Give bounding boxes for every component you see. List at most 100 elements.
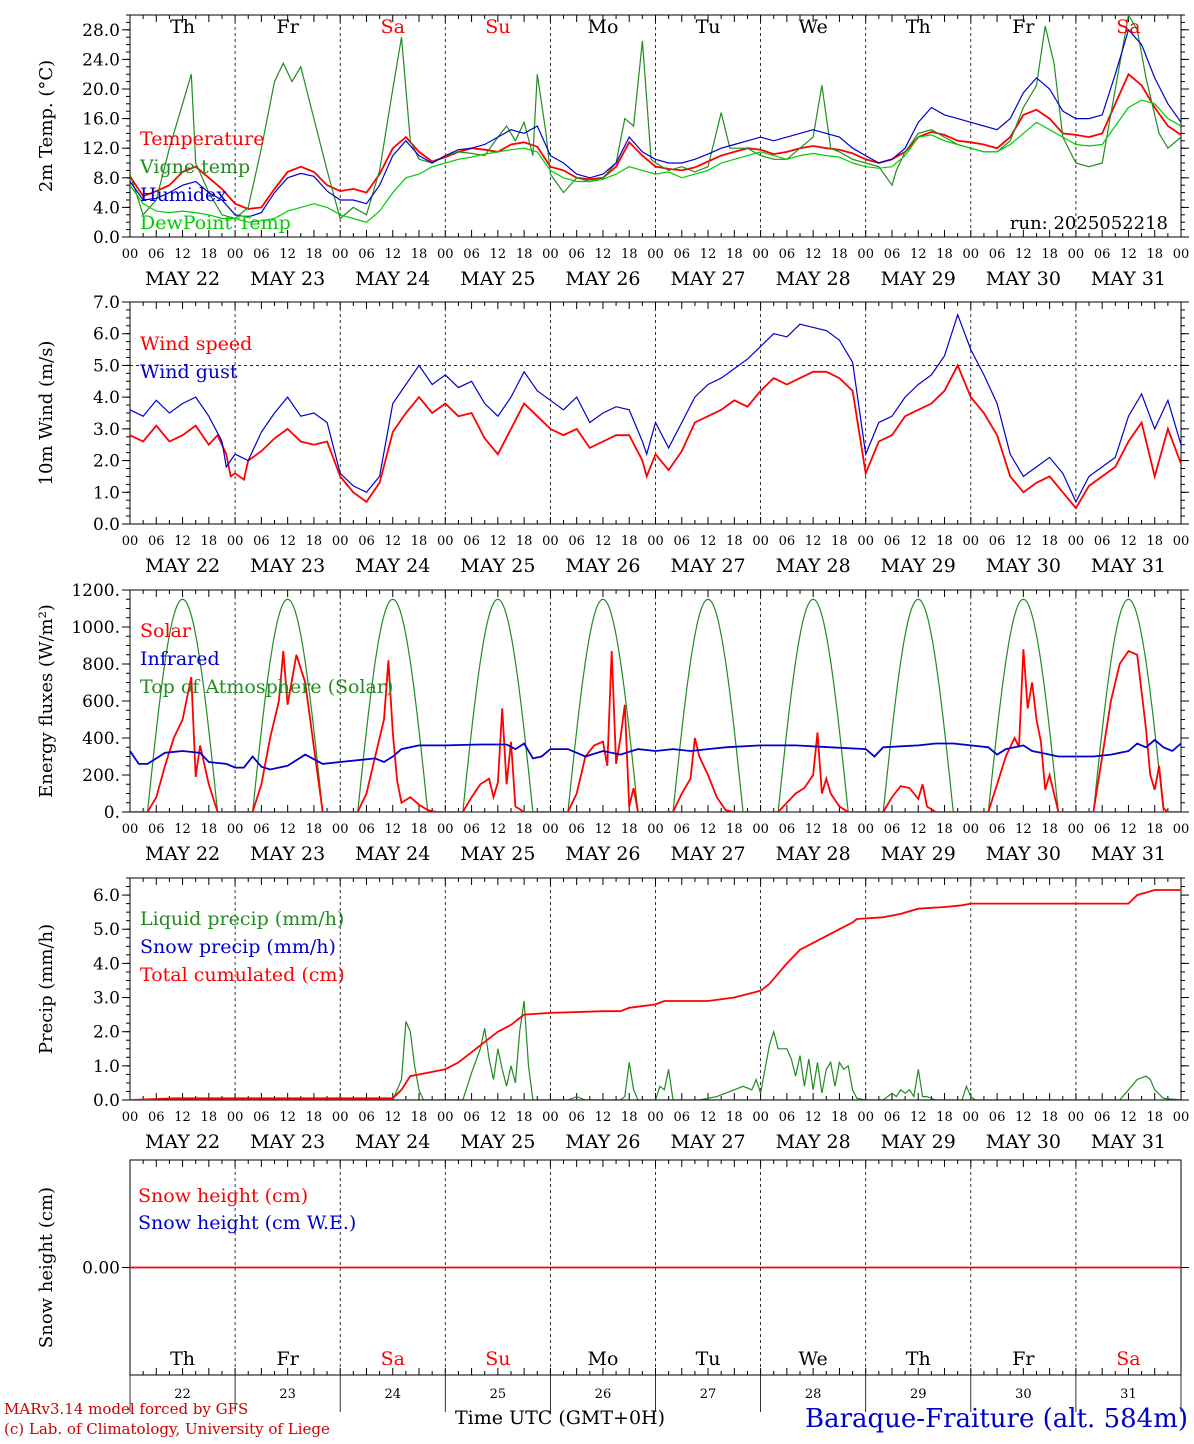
day-number-label: 27 (700, 1387, 717, 1402)
panel-1-date-label: MAY 22 (145, 268, 220, 290)
panel-2-date-label: MAY 22 (145, 555, 220, 577)
panel-4-hour-label: 12 (700, 1110, 717, 1125)
panel-4-hour-label: 06 (674, 1110, 691, 1125)
panel-2-hour-label: 00 (437, 534, 454, 549)
panel-1-hour-label: 18 (726, 247, 743, 262)
panel-3-hour-label: 12 (490, 822, 507, 837)
panel-3-hour-label: 18 (516, 822, 533, 837)
panel-4-date-label: MAY 27 (670, 1131, 745, 1153)
panel-4-ytick-label: 2.0 (93, 1023, 120, 1043)
panel-2-hour-label: 00 (647, 534, 664, 549)
panel-1-hour-label: 00 (542, 247, 559, 262)
panel-1-date-label: MAY 26 (565, 268, 640, 290)
weekday-label: Sa (381, 16, 405, 38)
panel-2-date-label: MAY 23 (250, 555, 325, 577)
panel-4-ytick-label: 4.0 (93, 954, 120, 974)
panel-4-date-label: MAY 30 (986, 1131, 1061, 1153)
weekday-label: Fr (277, 16, 300, 38)
panel-3-hour-label: 00 (122, 822, 139, 837)
weekday-label-bottom: Th (170, 1348, 195, 1370)
weekday-label: Fr (1012, 16, 1035, 38)
panel-4-hour-label: 00 (227, 1110, 244, 1125)
panel-2-date-label: MAY 25 (460, 555, 535, 577)
panel-4-ytick-label: 5.0 (93, 920, 120, 940)
panel-4-hour-label: 12 (595, 1110, 612, 1125)
panel-3-ytick-label: 1000. (71, 618, 120, 638)
panel-3-hour-label: 18 (411, 822, 428, 837)
panel-3-hour-label: 12 (279, 822, 296, 837)
panel-5-legend-entry: Snow height (cm) (138, 1185, 308, 1207)
weekday-label: Tu (696, 16, 721, 38)
panel-4-hour-label: 18 (306, 1110, 323, 1125)
panel-4-date-label: MAY 22 (145, 1131, 220, 1153)
panel-4-date-label: MAY 31 (1091, 1131, 1166, 1153)
panel-1-hour-label: 06 (1094, 247, 1111, 262)
panel-4-hour-label: 00 (542, 1110, 559, 1125)
panel-2-date-label: MAY 27 (670, 555, 745, 577)
panel-3-hour-label: 00 (1068, 822, 1085, 837)
panel-4-hour-label: 12 (1015, 1110, 1032, 1125)
panel-1-hour-label: 00 (332, 247, 349, 262)
panel-2-legend-entry: Wind speed (140, 333, 252, 355)
panel-3-ylabel: Energy fluxes (W/m²) (36, 604, 57, 798)
panel-4-hour-label: 18 (516, 1110, 533, 1125)
panel-1-ylabel: 2m Temp. (°C) (36, 60, 57, 192)
panel-2-hour-label: 00 (1068, 534, 1085, 549)
panel-3-hour-label: 00 (542, 822, 559, 837)
panel-3-hour-label: 06 (884, 822, 901, 837)
panel-3-hour-label: 12 (910, 822, 927, 837)
panel-3-hour-label: 00 (752, 822, 769, 837)
weekday-label-bottom: Mo (587, 1348, 618, 1370)
panel-2-ytick-label: 0.0 (93, 515, 120, 535)
weekday-label-bottom: We (799, 1348, 828, 1370)
panel-1-series-3 (130, 28, 1181, 218)
panel-2-date-label: MAY 28 (776, 555, 851, 577)
panel-3-hour-label: 12 (384, 822, 401, 837)
weekday-label-bottom: Su (485, 1348, 510, 1370)
panel-4-hour-label: 12 (279, 1110, 296, 1125)
panel-2-series-1 (130, 363, 1181, 510)
panel-3-hour-label: 18 (1041, 822, 1058, 837)
panel-1-hour-label: 06 (989, 247, 1006, 262)
panel-2-hour-label: 06 (674, 534, 691, 549)
panel-1-hour-label: 18 (1146, 247, 1163, 262)
panel-1-ytick-label: 24.0 (82, 50, 120, 70)
panel-3-hour-label: 12 (174, 822, 191, 837)
panel-1-hour-label: 12 (910, 247, 927, 262)
panel-4-hour-label: 00 (437, 1110, 454, 1125)
panel-3-date-label: MAY 25 (460, 843, 535, 865)
panel-2-hour-label: 06 (358, 534, 375, 549)
panel-2-hour-label: 06 (884, 534, 901, 549)
panel-3-date-label: MAY 27 (670, 843, 745, 865)
day-number-label: 29 (910, 1387, 927, 1402)
panel-2-ytick-label: 4.0 (93, 388, 120, 408)
panel-3-hour-label: 06 (674, 822, 691, 837)
panel-4-hour-label: 00 (332, 1110, 349, 1125)
panel-4-date-label: MAY 26 (565, 1131, 640, 1153)
panel-3-hour-label: 12 (700, 822, 717, 837)
panel-2-hour-label: 12 (384, 534, 401, 549)
weekday-label-bottom: Fr (1012, 1348, 1035, 1370)
panel-4-hour-label: 00 (1173, 1110, 1190, 1125)
panel-1-hour-label: 12 (1120, 247, 1137, 262)
day-number-label: 23 (279, 1387, 296, 1402)
day-number-label: 24 (384, 1387, 401, 1402)
panel-3-hour-label: 18 (936, 822, 953, 837)
panel-3-hour-label: 18 (831, 822, 848, 837)
panel-4-hour-label: 18 (936, 1110, 953, 1125)
weekday-label-bottom: Tu (696, 1348, 721, 1370)
panel-3-hour-label: 00 (647, 822, 664, 837)
panel-3-legend-entry: Top of Atmosphere (Solar) (140, 676, 393, 698)
panel-4-hour-label: 06 (884, 1110, 901, 1125)
panel-1-ytick-label: 8.0 (93, 169, 120, 189)
panel-4-hour-label: 12 (490, 1110, 507, 1125)
panel-1-date-label: MAY 28 (776, 268, 851, 290)
panel-2: 0.0 1.0 2.0 3.0 4.0 5.0 6.0 7.0 10m Wind (m/s) Wi… (36, 293, 1189, 577)
panel-4-ytick-label: 3.0 (93, 989, 120, 1009)
panel-2-hour-label: 12 (595, 534, 612, 549)
panel-2-hour-label: 12 (805, 534, 822, 549)
panel-2-hour-label: 00 (122, 534, 139, 549)
panel-2-hour-label: 00 (963, 534, 980, 549)
panel-1-date-label: MAY 30 (986, 268, 1061, 290)
panel-3-legend-entry: Infrared (140, 648, 220, 670)
